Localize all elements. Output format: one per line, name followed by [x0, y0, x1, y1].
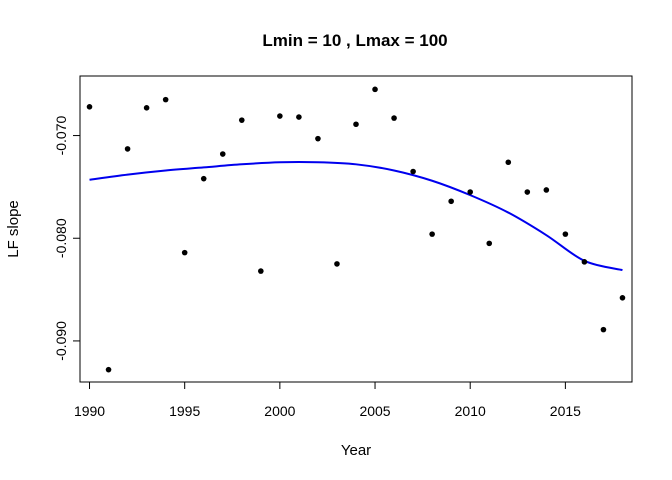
data-point	[334, 261, 340, 267]
y-axis-label: LF slope	[5, 200, 22, 258]
data-point	[181, 249, 188, 256]
x-tick-label: 1990	[74, 403, 105, 419]
data-point	[410, 168, 416, 175]
y-tick-label: -0.090	[53, 321, 69, 361]
fitted-curve-layer	[89, 160, 623, 272]
data-point	[448, 198, 454, 205]
x-tick-label: 2005	[359, 403, 390, 419]
data-point	[219, 151, 226, 157]
y-axis: -0.090 -0.080 -0.070	[53, 115, 81, 361]
y-tick-label: -0.070	[53, 115, 69, 155]
data-point	[391, 115, 397, 121]
data-point	[258, 268, 264, 274]
data-point	[124, 146, 131, 152]
data-point	[486, 240, 493, 247]
data-point	[353, 121, 359, 128]
data-point	[315, 135, 321, 142]
data-point	[372, 86, 378, 93]
x-tick-label: 2000	[264, 403, 295, 419]
data-point	[619, 294, 626, 301]
data-points-layer	[86, 86, 626, 373]
data-point	[296, 114, 302, 120]
data-point	[238, 117, 245, 123]
y-tick-label: -0.080	[53, 218, 69, 258]
data-point	[562, 231, 569, 237]
x-axis: 1990 1995 2000 2005 2010 2015	[74, 381, 581, 419]
data-point	[277, 113, 283, 119]
data-point	[600, 326, 607, 333]
data-point	[429, 231, 435, 237]
fitted-trend-line	[89, 160, 623, 272]
data-point	[105, 366, 112, 373]
data-point	[543, 187, 550, 193]
data-point	[86, 104, 93, 110]
data-point	[162, 96, 169, 103]
data-point	[581, 259, 588, 265]
data-point	[524, 189, 531, 195]
x-tick-label: 2010	[455, 403, 486, 419]
data-point	[467, 189, 474, 195]
data-point	[505, 159, 512, 166]
data-point	[200, 175, 207, 182]
chart-title: Lmin = 10 , Lmax = 100	[262, 31, 447, 50]
x-tick-label: 1995	[169, 403, 200, 419]
data-point	[143, 105, 150, 111]
x-tick-label: 2015	[550, 403, 581, 419]
x-axis-label: Year	[341, 442, 371, 459]
